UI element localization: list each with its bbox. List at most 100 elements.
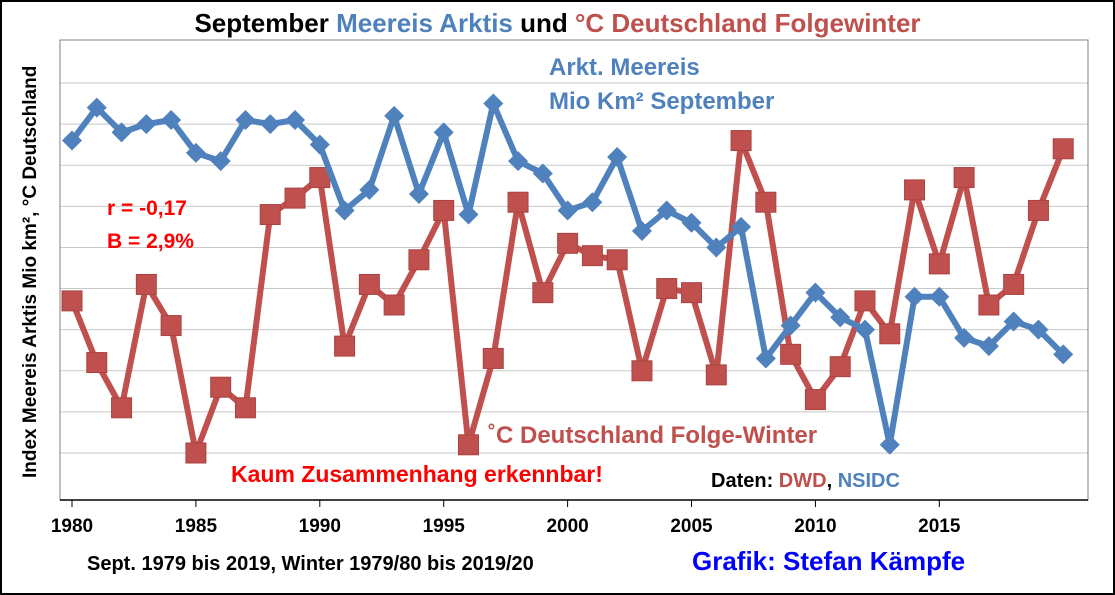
ice-point [1053,344,1074,365]
ice-point [755,348,776,369]
ice-point [879,434,900,455]
temp-point [928,253,950,275]
temp-point [160,315,182,337]
temp-point [408,249,430,271]
temp-point [284,187,306,209]
data-source-nsidc: NSIDC [837,470,900,492]
period-footnote: Sept. 1979 bis 2019, Winter 1979/80 bis … [87,553,534,575]
ice-point [656,200,677,221]
temp-point [61,290,83,312]
ice-point [1028,319,1049,340]
temp-point [234,397,256,419]
no-correlation-note: Kaum Zusammenhang erkennbar! [231,461,603,487]
temp-point [86,352,108,374]
series-temp [61,130,1074,464]
x-tick-label: 1980 [51,516,93,537]
ice-point [582,192,603,213]
stat-determination: B = 2,9% [107,230,194,253]
x-axis-ticks: 1980 1985 1990 1995 2000 2005 2010 2015 [51,500,961,537]
ice-point [483,93,504,114]
temp-point [606,249,628,271]
ice-legend-line1: Arkt. Meereis [549,54,700,81]
temp-legend: ˚C Deutschland Folge-Winter [488,422,818,449]
temp-point [631,360,653,382]
data-source-dwd: DWD [778,470,827,492]
temp-point [681,282,703,304]
x-tick-label: 1995 [423,516,466,537]
temp-point [210,376,232,398]
temp-point [334,335,356,357]
temp-point [532,282,554,304]
ice-point [929,286,950,307]
temp-point [482,347,504,369]
ice-point [458,204,479,225]
ice-point [136,114,157,135]
x-tick-label: 1985 [175,516,218,537]
ice-point [1003,311,1024,332]
temp-point [557,232,579,254]
temp-point [1003,273,1025,295]
temp-point [780,343,802,365]
temp-point [705,364,727,386]
temp-point [457,434,479,456]
ice-point [607,147,628,167]
temp-point [953,167,975,189]
ice-point [359,179,380,200]
ice-point [954,327,975,348]
ice-point [532,163,553,184]
ice-point [805,282,826,303]
ice-point [384,105,405,126]
temp-point [1027,199,1049,221]
series-layer [61,93,1074,464]
title-part-deutschland: °C Deutschland Folgewinter [575,8,921,38]
x-tick-label: 2015 [918,516,961,537]
ice-point [285,110,306,130]
stat-correlation: r = -0,17 [107,197,187,220]
temp-point [755,191,777,213]
ice-point [309,134,330,155]
temp-point [904,179,926,201]
temp-point [433,199,455,221]
ice-legend-line2: Mio Km² September [549,88,775,115]
x-tick-label: 1990 [299,516,341,537]
temp-point [1052,138,1074,160]
x-tick-label: 2000 [546,516,588,537]
ice-point [433,122,454,143]
title-part-und: und [520,8,568,38]
temp-point [259,204,281,226]
ice-point [260,114,281,135]
ice-point [161,110,182,130]
ice-point [780,315,801,336]
temp-point [581,245,603,267]
data-source: Daten: DWD, NSIDC [711,470,900,493]
ice-point [508,151,529,172]
temp-point [829,356,851,378]
ice-point [631,221,652,241]
temp-point [185,442,207,464]
ice-point [62,130,82,151]
ice-point [854,319,875,340]
temp-point [879,323,901,345]
temp-point [854,290,876,312]
series-ice [62,93,1074,455]
ice-point [235,110,256,130]
chart-title: September Meereis Arktis und °C Deutschl… [0,8,1115,39]
temp-point [111,397,133,419]
ice-point [86,97,107,118]
ice-point [830,307,851,328]
ice-point [978,336,999,357]
temp-point [730,130,752,152]
ice-point [334,200,355,221]
temp-point [656,278,678,300]
temp-point [358,273,380,295]
temp-point [383,294,405,316]
ice-point [557,200,578,221]
x-tick-label: 2005 [670,516,713,537]
ice-point [111,122,132,143]
title-part-meereis: Meereis Arktis [336,8,513,38]
ice-point [210,151,231,172]
temp-point [507,191,529,213]
ice-point [185,142,206,163]
title-part-september: September [194,8,329,38]
